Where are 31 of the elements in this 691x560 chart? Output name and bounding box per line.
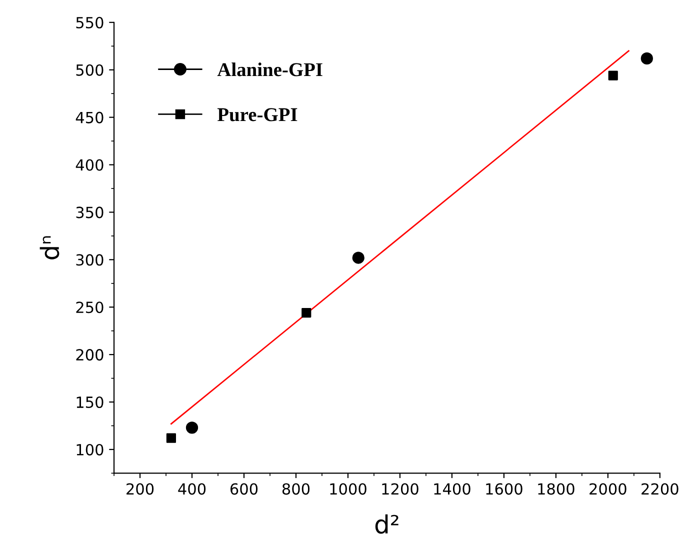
x-tick-label: 2200 xyxy=(642,483,678,495)
y-tick-label: 300 xyxy=(76,254,104,266)
point xyxy=(302,308,312,318)
x-tick-label: 2000 xyxy=(590,483,626,495)
point xyxy=(186,422,198,434)
y-tick-label: 450 xyxy=(76,112,104,124)
x-tick-label: 600 xyxy=(230,483,258,495)
y-axis-title: dⁿ xyxy=(40,236,60,260)
point xyxy=(608,70,618,80)
y-tick-label: 100 xyxy=(76,444,104,456)
x-tick-label: 200 xyxy=(126,483,154,495)
legend-label: Pure-GPI xyxy=(217,108,298,122)
y-tick-label: 350 xyxy=(76,206,104,218)
y-tick-label: 550 xyxy=(76,16,104,28)
y-tick-label: 250 xyxy=(76,302,104,314)
x-tick-label: 1800 xyxy=(538,483,574,495)
point xyxy=(640,52,653,65)
legend-label: Alanine-GPI xyxy=(217,62,322,76)
y-tick-label: 400 xyxy=(76,159,104,171)
x-tick-label: 1200 xyxy=(382,483,418,495)
x-tick-label: 1000 xyxy=(330,483,366,495)
x-tick-label: 1600 xyxy=(486,483,522,495)
point xyxy=(166,433,176,443)
x-tick-label: 400 xyxy=(178,483,206,495)
y-tick-label: 500 xyxy=(76,64,104,76)
x-tick-label: 1400 xyxy=(434,483,470,495)
x-tick-label: 800 xyxy=(282,483,310,495)
x-axis-title: d² xyxy=(375,514,398,534)
y-tick-label: 200 xyxy=(76,349,104,361)
point xyxy=(352,252,364,264)
y-tick-label: 150 xyxy=(76,396,104,408)
